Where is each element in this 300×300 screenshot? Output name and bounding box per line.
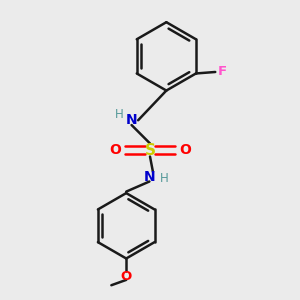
Text: O: O <box>179 143 191 157</box>
Text: N: N <box>126 113 137 127</box>
Text: F: F <box>218 65 227 79</box>
Text: S: S <box>145 142 155 158</box>
Text: O: O <box>121 270 132 283</box>
Text: O: O <box>109 143 121 157</box>
Text: H: H <box>115 108 124 121</box>
Text: N: N <box>144 170 155 184</box>
Text: H: H <box>160 172 169 185</box>
